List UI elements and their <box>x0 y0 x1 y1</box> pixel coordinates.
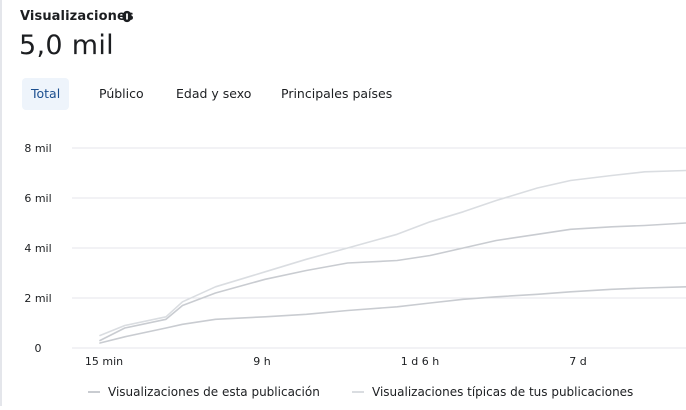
legend-label-this-post: Visualizaciones de esta publicación <box>108 385 320 399</box>
info-icon[interactable] <box>121 10 133 23</box>
y-tick-label: 0 <box>35 342 42 355</box>
chart-legend: Visualizaciones de esta publicación Visu… <box>0 382 686 402</box>
x-tick-label: 7 d <box>569 355 586 368</box>
legend-swatch-this-post <box>88 391 100 393</box>
views-line-chart: 0 2 mil 4 mil 6 mil 8 mil 15 min 9 h 1 d 6 h 7 d <box>0 120 686 406</box>
left-border <box>0 0 2 406</box>
x-tick-label: 1 d 6 h <box>401 355 439 368</box>
tab-total[interactable]: Total <box>22 78 70 110</box>
legend-item-typical[interactable]: Visualizaciones típicas de tus publicaci… <box>352 382 633 402</box>
metric-value: 5,0 mil <box>19 30 114 61</box>
x-tick-label: 15 min <box>85 355 123 368</box>
tab-edad-sexo[interactable]: Edad y sexo <box>176 86 252 101</box>
series-line-this-post <box>99 222 686 342</box>
legend-item-this-post[interactable]: Visualizaciones de esta publicación <box>88 382 320 402</box>
legend-label-typical: Visualizaciones típicas de tus publicaci… <box>372 385 634 399</box>
chart-canvas: 0 2 mil 4 mil 6 mil 8 mil 15 min 9 h 1 d 6 h 7 d <box>24 142 686 368</box>
metric-title: Visualizaciones <box>20 9 134 24</box>
y-tick-label: 2 mil <box>24 292 51 305</box>
tab-principales-paises[interactable]: Principales países <box>281 86 393 101</box>
x-tick-label: 9 h <box>253 355 270 368</box>
y-tick-label: 6 mil <box>24 192 51 205</box>
tab-publico[interactable]: Público <box>99 86 144 101</box>
y-tick-label: 4 mil <box>24 242 51 255</box>
series-line-typical <box>99 169 686 337</box>
series-line-lower <box>99 286 686 344</box>
y-tick-label: 8 mil <box>24 142 51 155</box>
legend-swatch-typical <box>352 391 364 393</box>
